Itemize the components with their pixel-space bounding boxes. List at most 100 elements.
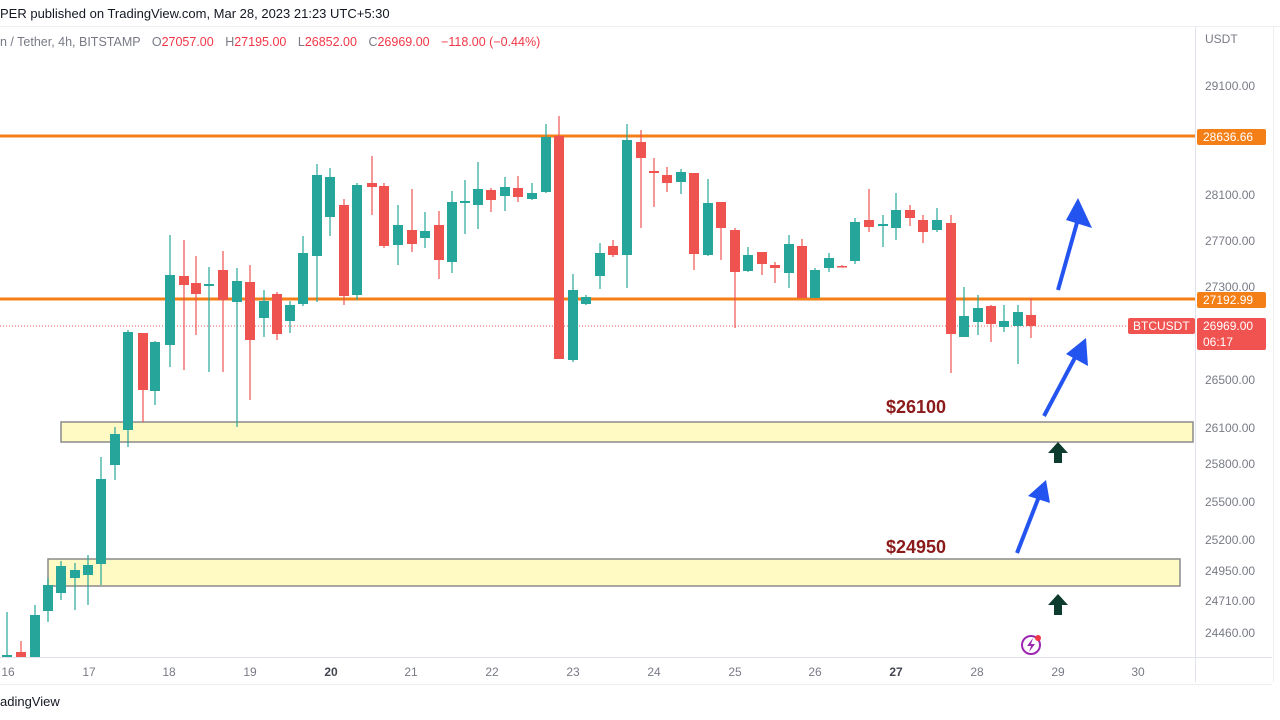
currency-label: USDT <box>1205 32 1238 46</box>
candle <box>70 570 80 578</box>
candle <box>191 283 201 294</box>
candle <box>703 203 713 255</box>
candle <box>232 281 242 302</box>
candle <box>30 615 40 657</box>
change-value: −118.00 (−0.44%) <box>441 35 541 49</box>
candle <box>272 294 282 334</box>
time-tick-label: 16 <box>1 665 15 679</box>
last-price-tag: 26969.00 06:17 <box>1197 318 1266 350</box>
candle <box>554 136 564 359</box>
price-tick-label: 26500.00 <box>1205 373 1256 387</box>
time-tick-label: 24 <box>647 665 661 679</box>
price-tick-label: 27300.00 <box>1205 280 1256 294</box>
candle <box>595 253 605 276</box>
candle <box>473 189 483 205</box>
time-tick-label: 18 <box>162 665 176 679</box>
time-tick-label: 29 <box>1051 665 1065 679</box>
price-chart-canvas[interactable] <box>0 0 1195 657</box>
candle <box>325 177 335 217</box>
last-price-value: 26969.00 <box>1203 319 1254 333</box>
candle <box>367 183 377 187</box>
candle <box>784 244 794 273</box>
candle <box>43 585 53 611</box>
candle <box>1026 315 1036 326</box>
candle <box>339 205 349 296</box>
candle <box>905 210 915 218</box>
candle <box>150 342 160 391</box>
high-value: 27195.00 <box>234 35 287 49</box>
open-label: O <box>151 35 162 49</box>
resistance-price-tag: 28636.66 <box>1197 129 1266 145</box>
symbol-text: n / Tether, 4h, BITSTAMP <box>0 35 141 49</box>
candle <box>797 246 807 298</box>
candle <box>864 220 874 227</box>
support-zone-lower[interactable] <box>47 558 1181 587</box>
price-tick-label: 27700.00 <box>1205 234 1256 248</box>
candle <box>973 308 983 322</box>
published-text: PER published on TradingView.com, Mar 28… <box>0 6 390 21</box>
support-zone-upper[interactable] <box>60 421 1194 443</box>
candle <box>500 187 510 196</box>
price-tick-label: 26100.00 <box>1205 421 1256 435</box>
time-tick-label: 22 <box>485 665 499 679</box>
candle <box>932 220 942 230</box>
time-axis[interactable] <box>0 657 1272 685</box>
candle <box>743 255 753 271</box>
candle <box>83 565 93 575</box>
time-tick-label: 21 <box>404 665 418 679</box>
candle <box>716 202 726 228</box>
candle <box>138 333 148 390</box>
candle <box>407 230 417 244</box>
time-tick-label: 26 <box>808 665 822 679</box>
low-value: 26852.00 <box>304 35 357 49</box>
time-tick-label: 27 <box>889 665 903 679</box>
price-tick-label: 25800.00 <box>1205 457 1256 471</box>
price-tick-label: 25200.00 <box>1205 533 1256 547</box>
candle <box>16 652 26 657</box>
price-tick-label: 28100.00 <box>1205 188 1256 202</box>
candle <box>179 276 189 285</box>
candle <box>352 185 362 295</box>
candle <box>123 332 133 430</box>
price-tick-label: 24950.00 <box>1205 564 1256 578</box>
candle <box>622 140 632 255</box>
ohlc-legend: n / Tether, 4h, BITSTAMP O27057.00 H2719… <box>0 35 540 49</box>
candle <box>486 190 496 200</box>
candle <box>541 137 551 192</box>
time-tick-label: 28 <box>970 665 984 679</box>
candle <box>662 175 672 183</box>
candle <box>527 193 537 199</box>
price-axis[interactable] <box>1195 27 1274 682</box>
candle <box>447 202 457 262</box>
candle <box>259 301 269 318</box>
candle <box>837 266 847 268</box>
candle <box>649 171 659 173</box>
candle <box>999 321 1009 327</box>
candle <box>460 201 470 203</box>
candle <box>1013 312 1023 326</box>
price-tick-label: 24710.00 <box>1205 594 1256 608</box>
close-value: 26969.00 <box>377 35 430 49</box>
candle <box>730 230 740 272</box>
time-tick-label: 23 <box>566 665 580 679</box>
candle <box>581 297 591 304</box>
candle <box>946 223 956 334</box>
candle <box>56 566 66 593</box>
candle <box>608 246 618 255</box>
time-tick-label: 17 <box>82 665 96 679</box>
candle <box>676 172 686 182</box>
candle <box>434 225 444 260</box>
close-label: C <box>368 35 378 49</box>
candle <box>110 434 120 465</box>
candle <box>379 186 389 246</box>
zone-lower-label: $24950 <box>886 537 947 557</box>
candle <box>810 270 820 298</box>
candle <box>393 225 403 245</box>
candle <box>285 305 295 321</box>
bar-countdown: 06:17 <box>1203 335 1234 349</box>
candle <box>245 282 255 340</box>
candle <box>218 270 228 300</box>
brand-footer: adingView <box>0 694 60 709</box>
candle <box>568 290 578 360</box>
price-tick-label: 24460.00 <box>1205 626 1256 640</box>
